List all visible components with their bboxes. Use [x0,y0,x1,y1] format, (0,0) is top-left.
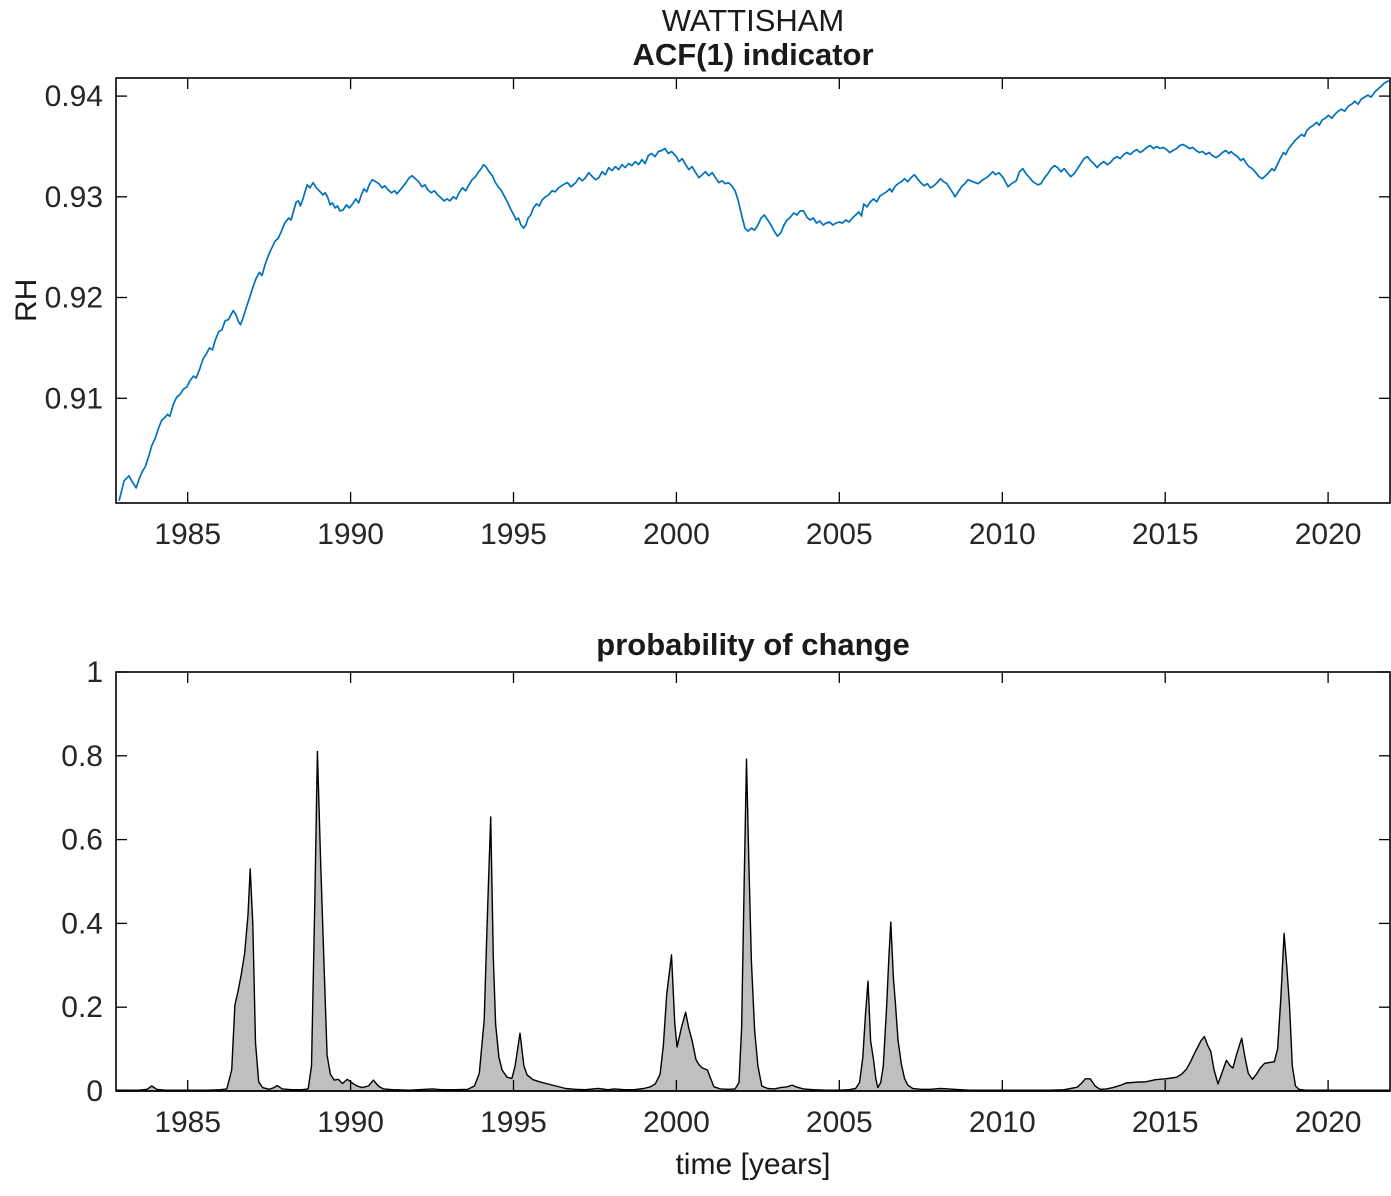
svg-text:2005: 2005 [806,518,873,551]
svg-text:1985: 1985 [154,1106,221,1139]
svg-text:0.94: 0.94 [45,80,103,113]
figure-suptitle: WATTISHAM [661,3,845,38]
svg-text:0.6: 0.6 [61,824,103,857]
svg-text:0.2: 0.2 [61,991,103,1024]
svg-text:0.91: 0.91 [45,382,103,415]
svg-text:2000: 2000 [643,1106,710,1139]
svg-text:2000: 2000 [643,518,710,551]
svg-text:2015: 2015 [1132,518,1199,551]
svg-text:1995: 1995 [480,518,547,551]
svg-text:0: 0 [86,1075,103,1108]
svg-text:2010: 2010 [969,518,1036,551]
top-chart-title: ACF(1) indicator [632,37,874,72]
svg-text:1995: 1995 [480,1106,547,1139]
svg-text:2020: 2020 [1295,1106,1362,1139]
svg-text:2010: 2010 [969,1106,1036,1139]
svg-text:1985: 1985 [154,518,221,551]
svg-text:0.4: 0.4 [61,907,103,940]
svg-text:0.93: 0.93 [45,181,103,214]
svg-text:2015: 2015 [1132,1106,1199,1139]
bottom-chart-title: probability of change [596,627,910,662]
svg-text:2020: 2020 [1295,518,1362,551]
svg-text:2005: 2005 [806,1106,873,1139]
svg-text:0.92: 0.92 [45,282,103,315]
y-axis-label: RH [10,278,43,322]
svg-text:0.8: 0.8 [61,740,103,773]
svg-text:1990: 1990 [317,518,384,551]
x-axis-label: time [years] [675,1148,831,1181]
svg-text:1: 1 [86,656,103,689]
svg-text:1990: 1990 [317,1106,384,1139]
